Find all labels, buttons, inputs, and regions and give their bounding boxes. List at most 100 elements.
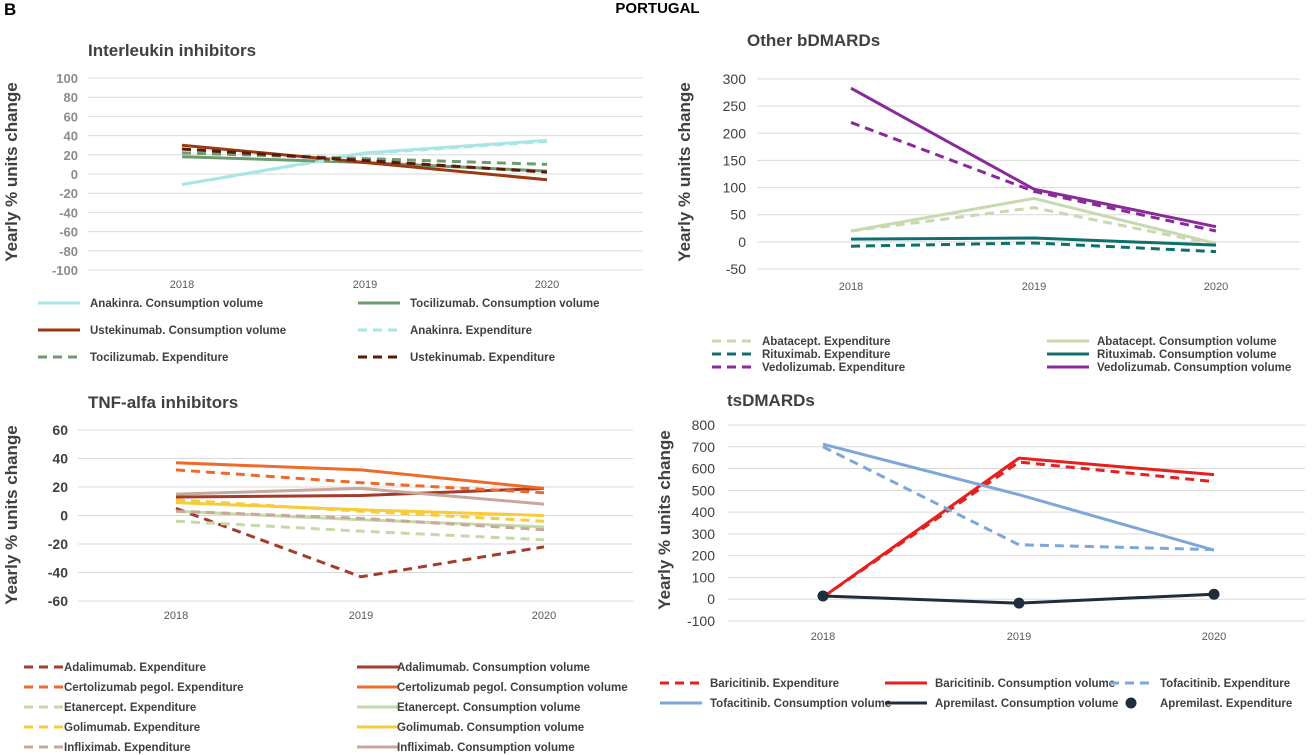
x-tick-label: 2020 <box>1204 281 1228 293</box>
series-baricitinib-expenditure <box>822 460 1215 599</box>
legend-label: Adalimumab. Consumption volume <box>397 662 590 674</box>
x-tick-label: 2018 <box>164 610 188 622</box>
series-vedolizumab-expenditure <box>850 121 1217 233</box>
legend-item-apremilast-expenditure: Apremilast. Expenditure <box>1125 697 1292 710</box>
legend: Baricitinib. Expenditure Baricitinib. Con… <box>660 678 1292 710</box>
legend-label: Certolizumab pegol. Expenditure <box>64 682 244 694</box>
series-line <box>175 506 545 579</box>
series-line <box>822 456 1215 599</box>
legend-item-anakinra-consumption-volume: Anakinra. Consumption volume <box>38 298 263 310</box>
series-ustekinumab-expenditure <box>181 147 548 174</box>
y-tick-label: -40 <box>59 205 78 220</box>
legend-marker <box>1125 697 1137 709</box>
legend-label: Baricitinib. Consumption volume <box>935 678 1115 690</box>
legend-item-tofacitinib-expenditure: Tofacitinib. Expenditure <box>1110 678 1290 690</box>
series-line <box>822 460 1215 599</box>
series-golimumab-consumption-volume <box>175 501 545 517</box>
y-tick-label: -50 <box>726 261 746 277</box>
legend-label: Baricitinib. Expenditure <box>710 678 839 690</box>
legend-label: Rituximab. Consumption volume <box>1097 349 1277 361</box>
legend-item-rituximab-expenditure: Rituximab. Expenditure <box>712 349 890 361</box>
series-infliximab-expenditure <box>175 509 545 532</box>
y-tick-label: -60 <box>48 593 68 609</box>
legend-item-ustekinumab-expenditure: Ustekinumab. Expenditure <box>358 352 555 364</box>
y-tick-label: 60 <box>64 109 78 124</box>
legend-label: Vedolizumab. Consumption volume <box>1097 362 1291 374</box>
y-tick-label: -40 <box>48 565 68 581</box>
x-tick-label: 2020 <box>532 610 556 622</box>
legend-label: Ustekinumab. Expenditure <box>410 352 555 364</box>
legend-label: Anakinra. Expenditure <box>410 325 532 337</box>
y-tick-label: -20 <box>59 186 78 201</box>
data-point <box>1013 597 1025 609</box>
legend-item-adalimumab-expenditure: Adalimumab. Expenditure <box>24 662 206 674</box>
x-tick-label: 2018 <box>170 279 194 291</box>
series-line <box>850 196 1217 245</box>
data-point <box>1208 588 1220 600</box>
legend-label: Abatacept. Consumption volume <box>1097 336 1277 348</box>
y-tick-label: 20 <box>52 479 68 495</box>
series-line <box>181 139 548 187</box>
legend-item-adalimumab-consumption-volume: Adalimumab. Consumption volume <box>357 662 590 674</box>
legend-label: Adalimumab. Expenditure <box>64 662 206 674</box>
series-line <box>175 519 545 542</box>
series-line <box>181 143 548 182</box>
chart-other-bdmards: Other bDMARDs Yearly % units change -50 0 50… <box>675 31 1300 374</box>
y-tick-label: 40 <box>52 451 68 467</box>
legend-item-baricitinib-consumption-volume: Baricitinib. Consumption volume <box>885 678 1115 690</box>
legend-label: Etanercept. Consumption volume <box>397 702 580 714</box>
y-tick-label: 400 <box>692 504 716 520</box>
series-line <box>822 445 1215 552</box>
series-abatacept-consumption-volume <box>850 196 1217 245</box>
x-tick-label: 2019 <box>349 610 373 622</box>
x-tick-label: 2019 <box>1022 281 1046 293</box>
legend-item-etanercept-consumption-volume: Etanercept. Consumption volume <box>357 702 580 714</box>
series-line <box>175 486 545 506</box>
x-tick-label: 2018 <box>811 631 835 643</box>
chart-title: Interleukin inhibitors <box>88 41 256 60</box>
y-tick-label: 600 <box>692 461 716 477</box>
series-line <box>850 236 1217 247</box>
y-tick-label: 300 <box>692 526 716 542</box>
y-tick-label: -80 <box>59 244 78 259</box>
series-infliximab-consumption-volume <box>175 486 545 506</box>
y-tick-label: 100 <box>56 71 78 86</box>
panel-letter: B <box>4 0 17 19</box>
legend-label: Apremilast. Consumption volume <box>935 698 1118 710</box>
chart-title: Other bDMARDs <box>747 31 880 50</box>
series-line <box>175 468 545 495</box>
series-etanercept-expenditure <box>175 519 545 542</box>
legend: Anakinra. Consumption volume Tocilizumab.… <box>38 298 600 364</box>
legend-item-abatacept-expenditure: Abatacept. Expenditure <box>712 336 890 348</box>
y-tick-label: 500 <box>692 482 716 498</box>
y-axis-label: Yearly % units change <box>675 82 694 262</box>
legend-label: Tocilizumab. Consumption volume <box>410 298 600 310</box>
legend: Adalimumab. Expenditure Adalimumab. Consu… <box>24 662 628 754</box>
y-tick-label: 20 <box>64 148 78 163</box>
y-tick-label: 40 <box>64 129 78 144</box>
y-tick-label: 250 <box>723 98 747 114</box>
x-tick-label: 2018 <box>839 281 863 293</box>
legend-item-ustekinumab-consumption-volume: Ustekinumab. Consumption volume <box>38 325 286 337</box>
legend-item-vedolizumab-consumption-volume: Vedolizumab. Consumption volume <box>1047 362 1291 374</box>
legend-item-certolizumab-pegol-expenditure: Certolizumab pegol. Expenditure <box>24 682 244 694</box>
series-baricitinib-consumption-volume <box>822 456 1215 599</box>
series-line <box>850 241 1217 254</box>
series-apremilast-expenditure <box>817 588 1220 609</box>
series-line <box>822 442 1215 552</box>
y-tick-label: 0 <box>707 591 715 607</box>
legend-label: Golimumab. Consumption volume <box>397 722 584 734</box>
y-tick-label: -60 <box>59 225 78 240</box>
x-tick-label: 2020 <box>535 279 559 291</box>
chart-interleukin-inhibitors: Interleukin inhibitors Yearly % units cha… <box>2 41 643 364</box>
legend-item-tocilizumab-consumption-volume: Tocilizumab. Consumption volume <box>358 298 600 310</box>
series-certolizumab-pegol-consumption-volume <box>175 461 545 490</box>
legend-item-golimumab-consumption-volume: Golimumab. Consumption volume <box>357 722 584 734</box>
legend-item-vedolizumab-expenditure: Vedolizumab. Expenditure <box>712 362 905 374</box>
figure-title: PORTUGAL <box>615 0 700 17</box>
series-tocilizumab-expenditure <box>181 151 548 166</box>
series-adalimumab-expenditure <box>175 506 545 579</box>
legend-item-etanercept-expenditure: Etanercept. Expenditure <box>24 702 196 714</box>
chart-tnf-alfa-inhibitors: TNF-alfa inhibitors Yearly % units change… <box>2 393 633 754</box>
